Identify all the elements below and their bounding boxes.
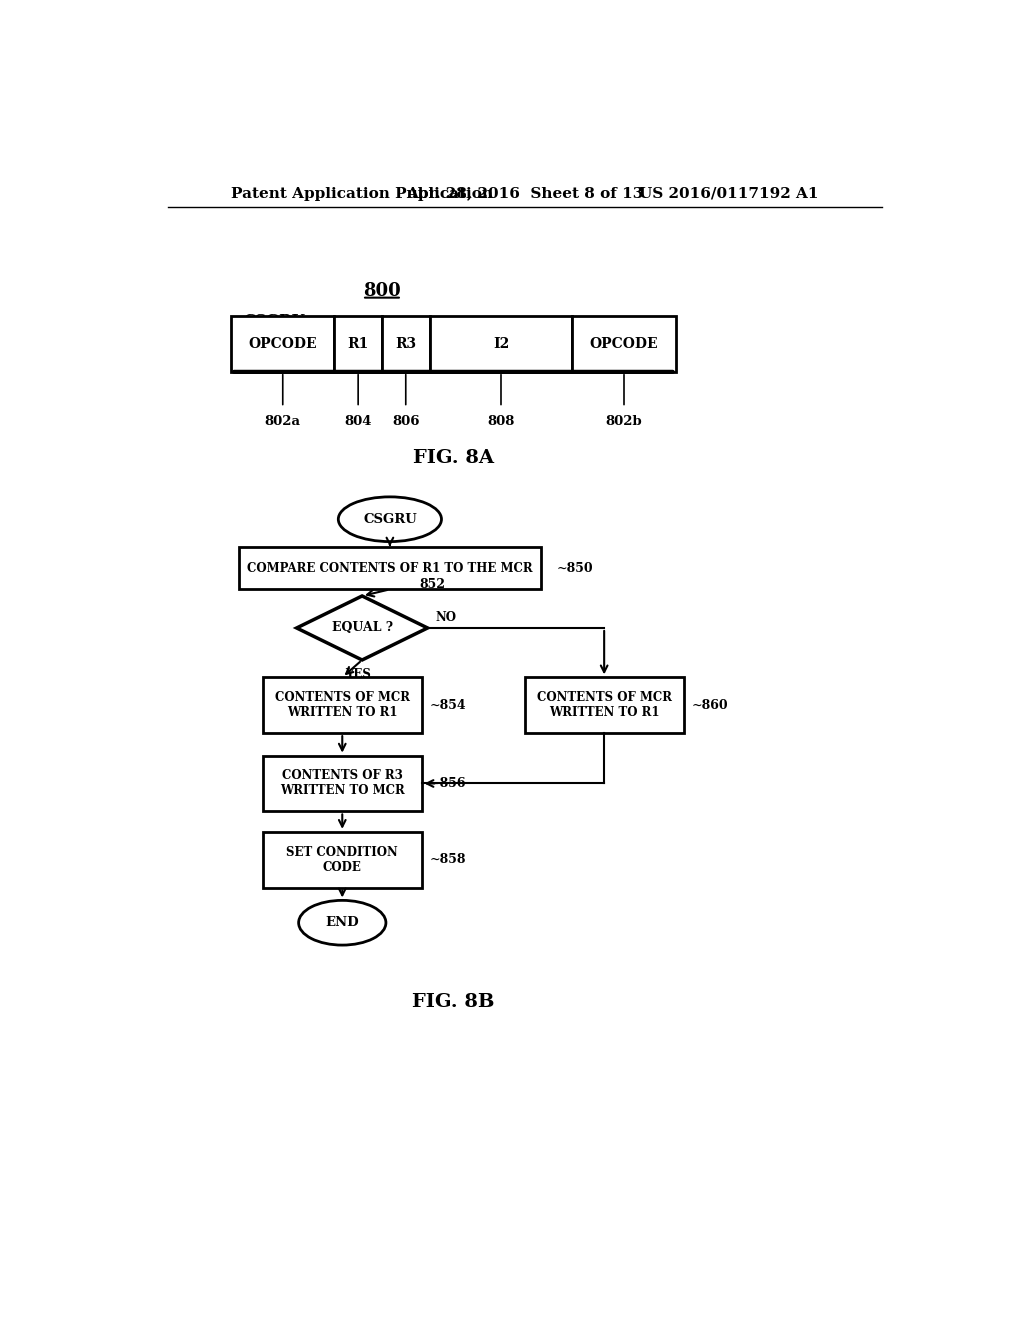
Text: ~850: ~850 (557, 561, 593, 574)
Text: END: END (326, 916, 359, 929)
Bar (524, 677, 684, 733)
Polygon shape (297, 595, 428, 660)
Bar (430, 315, 572, 372)
Text: NO: NO (435, 611, 457, 624)
Text: 808: 808 (487, 414, 515, 428)
Text: 802a: 802a (265, 414, 301, 428)
Bar (334, 315, 382, 372)
Text: FIG. 8A: FIG. 8A (413, 449, 494, 467)
Bar (240, 546, 541, 589)
Text: CONTENTS OF MCR
WRITTEN TO R1: CONTENTS OF MCR WRITTEN TO R1 (274, 692, 410, 719)
Text: R1: R1 (347, 337, 369, 351)
Text: 802b: 802b (605, 414, 642, 428)
Text: ~858: ~858 (430, 853, 466, 866)
Text: Patent Application Publication: Patent Application Publication (231, 187, 494, 201)
Text: R3: R3 (395, 337, 417, 351)
Text: 800: 800 (364, 281, 400, 300)
Text: OPCODE: OPCODE (249, 337, 317, 351)
Text: 806: 806 (392, 414, 420, 428)
Text: YES: YES (345, 668, 371, 681)
Text: ~856: ~856 (430, 777, 466, 789)
Text: SET CONDITION
CODE: SET CONDITION CODE (287, 846, 398, 874)
Bar (263, 832, 422, 887)
Text: CSGRU: CSGRU (243, 314, 305, 329)
Text: I2: I2 (493, 337, 509, 351)
Bar (572, 315, 676, 372)
Ellipse shape (338, 496, 441, 541)
Text: ~854: ~854 (430, 698, 466, 711)
Text: Apr. 28, 2016  Sheet 8 of 13: Apr. 28, 2016 Sheet 8 of 13 (407, 187, 643, 201)
Text: FIG. 8B: FIG. 8B (412, 993, 495, 1011)
Text: EQUAL ?: EQUAL ? (332, 622, 392, 635)
Text: CONTENTS OF MCR
WRITTEN TO R1: CONTENTS OF MCR WRITTEN TO R1 (537, 692, 672, 719)
Text: ~860: ~860 (691, 698, 728, 711)
Text: 804: 804 (344, 414, 372, 428)
Text: CONTENTS OF R3
WRITTEN TO MCR: CONTENTS OF R3 WRITTEN TO MCR (280, 770, 404, 797)
Text: US 2016/0117192 A1: US 2016/0117192 A1 (639, 187, 818, 201)
Text: 852: 852 (420, 578, 445, 591)
Text: COMPARE CONTENTS OF R1 TO THE MCR: COMPARE CONTENTS OF R1 TO THE MCR (247, 561, 532, 574)
Bar (263, 755, 422, 812)
Bar (382, 315, 430, 372)
Text: CSGRU: CSGRU (364, 512, 417, 525)
Ellipse shape (299, 900, 386, 945)
Bar (263, 677, 422, 733)
Bar (231, 315, 334, 372)
Text: OPCODE: OPCODE (590, 337, 658, 351)
